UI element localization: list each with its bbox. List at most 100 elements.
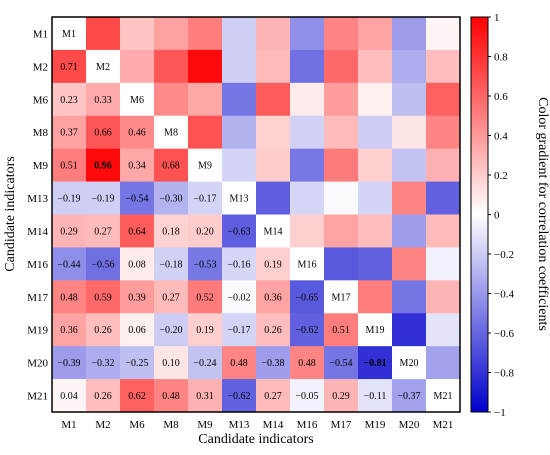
colorbar-tick-label: 0 [494, 210, 500, 222]
cell-value-label: 0.96 [94, 161, 112, 172]
cell-value-label: −0.32 [91, 358, 114, 369]
heatmap-frame [51, 16, 461, 413]
heatmap-cell-M2-M14 [256, 49, 291, 84]
heatmap-cell-M9-M8 [154, 148, 189, 182]
heatmap-cell-M8-M1 [52, 115, 87, 149]
heatmap-cell-M9-M9 [188, 148, 223, 182]
heatmap-cell-M1-M6 [120, 17, 155, 51]
heatmap-cell-M1-M9 [188, 17, 223, 51]
heatmap-cell-M20-M20 [392, 346, 427, 380]
heatmap-cell-M17-M2 [86, 280, 121, 314]
cell-value-label: −0.30 [159, 194, 182, 205]
heatmap-cell-M9-M20 [392, 148, 427, 182]
cell-value-label: 0.08 [128, 259, 146, 270]
cell-value-label: −0.20 [159, 325, 182, 336]
x-tick-label: M9 [197, 419, 213, 431]
cell-value-label: −0.56 [91, 259, 114, 270]
y-tick-label: M21 [27, 391, 48, 403]
heatmap-cell-M6-M21 [426, 82, 461, 117]
heatmap-cell-M14-M19 [358, 214, 393, 248]
y-tick-label: M13 [27, 193, 48, 205]
heatmap-cell-M21-M8 [154, 379, 189, 413]
cell-value-label: −0.25 [125, 358, 148, 369]
heatmap-cell-M20-M9 [188, 346, 223, 380]
cell-value-label: 0.29 [60, 226, 78, 237]
heatmap-cell-M6-M9 [188, 82, 223, 117]
heatmap-cell-M16-M6 [120, 247, 155, 281]
heatmap-cell-M21-M13 [222, 379, 257, 413]
heatmap-cell-M6-M19 [358, 82, 393, 117]
cell-value-label: 0.51 [60, 161, 78, 172]
cell-value-label: −0.53 [193, 259, 216, 270]
heatmap-cell-M16-M1 [52, 247, 87, 281]
heatmap-cell-M6-M17 [324, 82, 359, 117]
heatmap-cell-M21-M19 [358, 379, 393, 413]
colorbar-tick-label: −0.4 [494, 289, 514, 301]
heatmap-cell-M19-M13 [222, 313, 257, 347]
heatmap-cell-M1-M2 [86, 17, 121, 51]
heatmap-cell-M17-M8 [154, 280, 189, 314]
heatmap-cell-M1-M1 [52, 17, 87, 51]
heatmap-cell-M2-M9 [188, 49, 223, 84]
heatmap-cell-M2-M16 [290, 49, 325, 84]
heatmap-cell-M13-M9 [188, 181, 223, 215]
cell-value-label: 0.46 [128, 128, 146, 139]
x-axis-title: Candidate indicators [198, 432, 313, 447]
heatmap-cell-M13-M1 [52, 181, 87, 215]
cell-value-label: −0.62 [295, 325, 318, 336]
x-tick-label: M16 [297, 419, 318, 431]
diagonal-label: M2 [96, 62, 110, 73]
heatmap-cell-M8-M9 [188, 115, 223, 149]
heatmap-cell-M14-M9 [188, 214, 223, 248]
heatmap-cell-M9-M21 [426, 148, 461, 182]
heatmap-cell-M17-M13 [222, 280, 257, 314]
x-tick-label: M8 [163, 419, 179, 431]
heatmap-cell-M13-M19 [358, 181, 393, 215]
cell-value-label: 0.04 [60, 391, 78, 402]
heatmap-cell-M19-M8 [154, 313, 189, 347]
heatmap-cell-M21-M6 [120, 379, 155, 413]
cell-value-label: −0.24 [193, 358, 216, 369]
cell-value-label: −0.63 [227, 226, 250, 237]
y-tick-label: M16 [27, 259, 48, 271]
cell-value-label: 0.68 [162, 161, 180, 172]
heatmap-cell-M13-M21 [426, 181, 461, 215]
heatmap-cell-M13-M13 [222, 181, 257, 215]
cell-value-label: 0.31 [196, 391, 214, 402]
heatmap-cell-M20-M17 [324, 346, 359, 380]
heatmap-cell-M17-M14 [256, 280, 291, 314]
diagonal-label: M21 [434, 391, 453, 402]
heatmap-cell-M16-M8 [154, 247, 189, 281]
heatmap-cell-M6-M13 [222, 82, 257, 117]
heatmap-cell-M19-M6 [120, 313, 155, 347]
heatmap-cell-M8-M8 [154, 115, 189, 149]
cell-value-label: −0.19 [91, 194, 114, 205]
y-tick-label: M2 [33, 61, 48, 73]
cell-value-label: 0.48 [298, 358, 316, 369]
heatmap-cell-M20-M21 [426, 346, 461, 380]
x-tick-label: M14 [263, 419, 284, 431]
heatmap-cell-M19-M21 [426, 313, 461, 347]
heatmap-cell-M19-M1 [52, 313, 87, 347]
cell-value-label: 0.26 [264, 325, 282, 336]
cell-value-label: 0.26 [94, 391, 112, 402]
cell-value-label: −0.37 [397, 391, 420, 402]
heatmap-cell-M8-M16 [290, 115, 325, 149]
heatmap-cell-M17-M20 [392, 280, 427, 314]
heatmap-cell-M20-M14 [256, 346, 291, 380]
heatmap-cell-M14-M13 [222, 214, 257, 248]
colorbar-tick-label: 1 [494, 12, 500, 24]
colorbar-title: Color gradient for correlation coefficie… [535, 97, 550, 331]
heatmap-cell-M21-M17 [324, 379, 359, 413]
y-tick-label: M20 [27, 358, 48, 370]
heatmap-cells [52, 17, 461, 413]
y-tick-label: M17 [27, 292, 48, 304]
cell-value-label: 0.19 [264, 259, 282, 270]
cell-value-label: 0.10 [162, 358, 180, 369]
heatmap-cell-M19-M16 [290, 313, 325, 347]
colorbar-tick-label: −1 [494, 407, 506, 419]
x-tick-label: M20 [399, 419, 420, 431]
cell-value-label: −0.54 [329, 358, 352, 369]
x-tick-label: M2 [95, 419, 110, 431]
heatmap-cell-M13-M17 [324, 181, 359, 215]
